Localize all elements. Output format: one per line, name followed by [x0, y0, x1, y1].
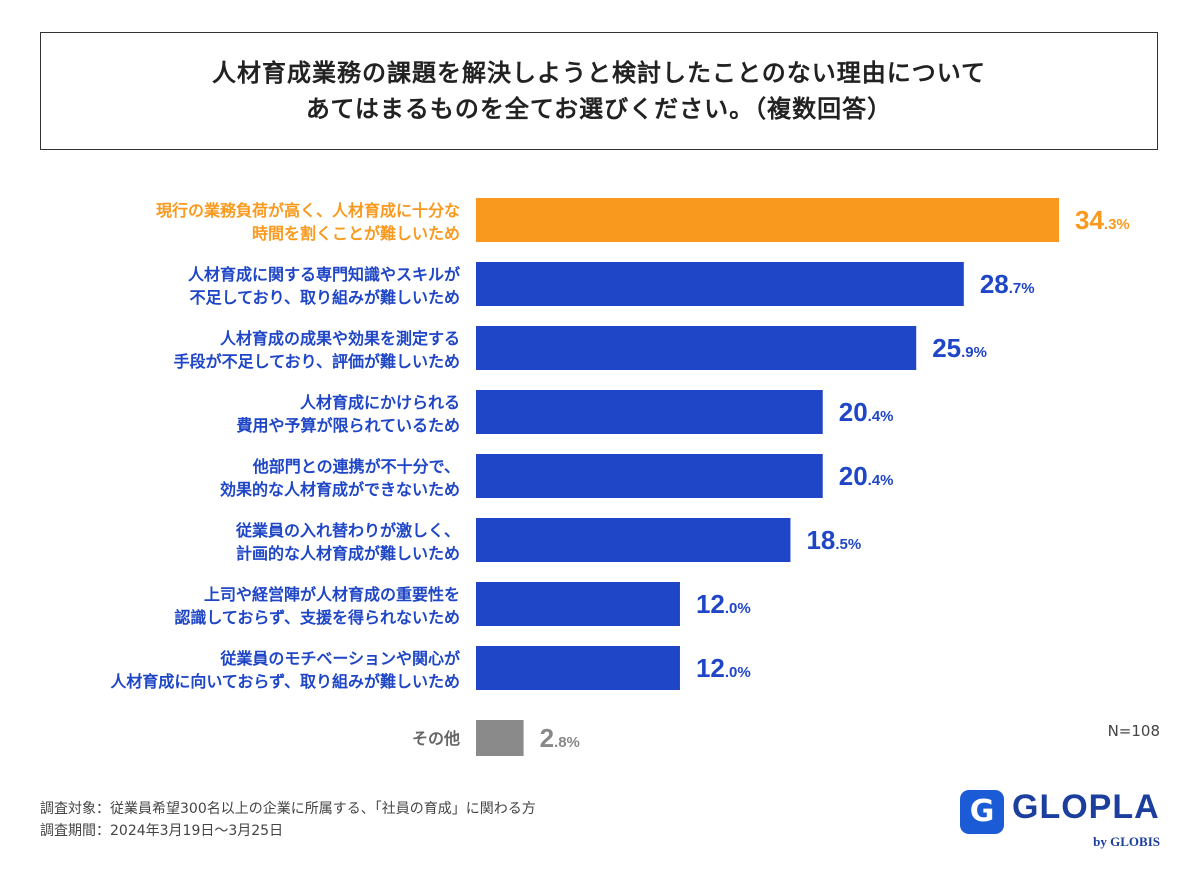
logo-byline: by GLOBIS	[1093, 834, 1160, 849]
value-label-3: 25.9%	[932, 333, 987, 363]
sample-size-label: N=108	[1107, 722, 1160, 740]
title-box: 人材育成業務の課題を解決しようと検討したことのない理由について あてはまるものを…	[40, 32, 1158, 150]
category-label-8: 従業員のモチベーションや関心が人材育成に向いておらず、取り組みが難しいため	[110, 649, 460, 691]
value-label-7: 12.0%	[696, 589, 751, 619]
bar-8	[476, 646, 680, 690]
category-label-2: 人材育成に関する専門知識やスキルが不足しており、取り組みが難しいため	[188, 265, 460, 307]
survey-target-note: 調査対象：従業員希望300名以上の企業に所属する、「社員の育成」に関わる方	[40, 801, 536, 817]
bar-3	[476, 326, 917, 370]
value-label-4: 20.4%	[839, 397, 894, 427]
category-label-4: 人材育成にかけられる費用や予算が限られているため	[236, 393, 460, 435]
bar-6	[476, 518, 791, 562]
glopla-logo-icon: G	[960, 790, 1004, 834]
bar-1	[476, 198, 1059, 242]
bar-7	[476, 582, 680, 626]
bar-2	[476, 262, 964, 306]
logo-wordmark: GLOPLA	[1012, 788, 1160, 826]
survey-period-note: 調査期間：2024年3月19日〜3月25日	[40, 823, 284, 839]
footer-notes: 調査対象：従業員希望300名以上の企業に所属する、「社員の育成」に関わる方 調査…	[40, 798, 536, 842]
value-label-9: 2.8%	[540, 723, 580, 753]
category-label-7: 上司や経営陣が人材育成の重要性を認識しておらず、支援を得られないため	[174, 585, 460, 627]
category-label-1: 現行の業務負荷が高く、人材育成に十分な時間を割くことが難しいため	[156, 201, 460, 243]
value-label-2: 28.7%	[980, 269, 1035, 299]
value-label-1: 34.3%	[1075, 205, 1130, 235]
category-label-3: 人材育成の成果や効果を測定する手段が不足しており、評価が難しいため	[174, 329, 460, 371]
category-label-6: 従業員の入れ替わりが激しく、計画的な人材育成が難しいため	[235, 521, 460, 563]
bar-chart: 現行の業務負荷が高く、人材育成に十分な時間を割くことが難しいため 34.3% 人材育…	[110, 198, 1130, 756]
value-label-8: 12.0%	[696, 653, 751, 683]
bar-9	[476, 720, 524, 756]
glopla-logo: G GLOPLA by GLOBIS	[960, 786, 1160, 852]
bar-5	[476, 454, 823, 498]
value-label-6: 18.5%	[806, 525, 861, 555]
value-label-5: 20.4%	[839, 461, 894, 491]
bar-4	[476, 390, 823, 434]
chart-title-line-2: あてはまるものを全てお選びください。（複数回答）	[305, 95, 893, 123]
category-label-5: 他部門との連携が不十分で、効果的な人材育成ができないため	[220, 457, 460, 499]
category-label-9: その他	[412, 729, 460, 748]
chart-title-line-1: 人材育成業務の課題を解決しようと検討したことのない理由について	[211, 59, 987, 87]
